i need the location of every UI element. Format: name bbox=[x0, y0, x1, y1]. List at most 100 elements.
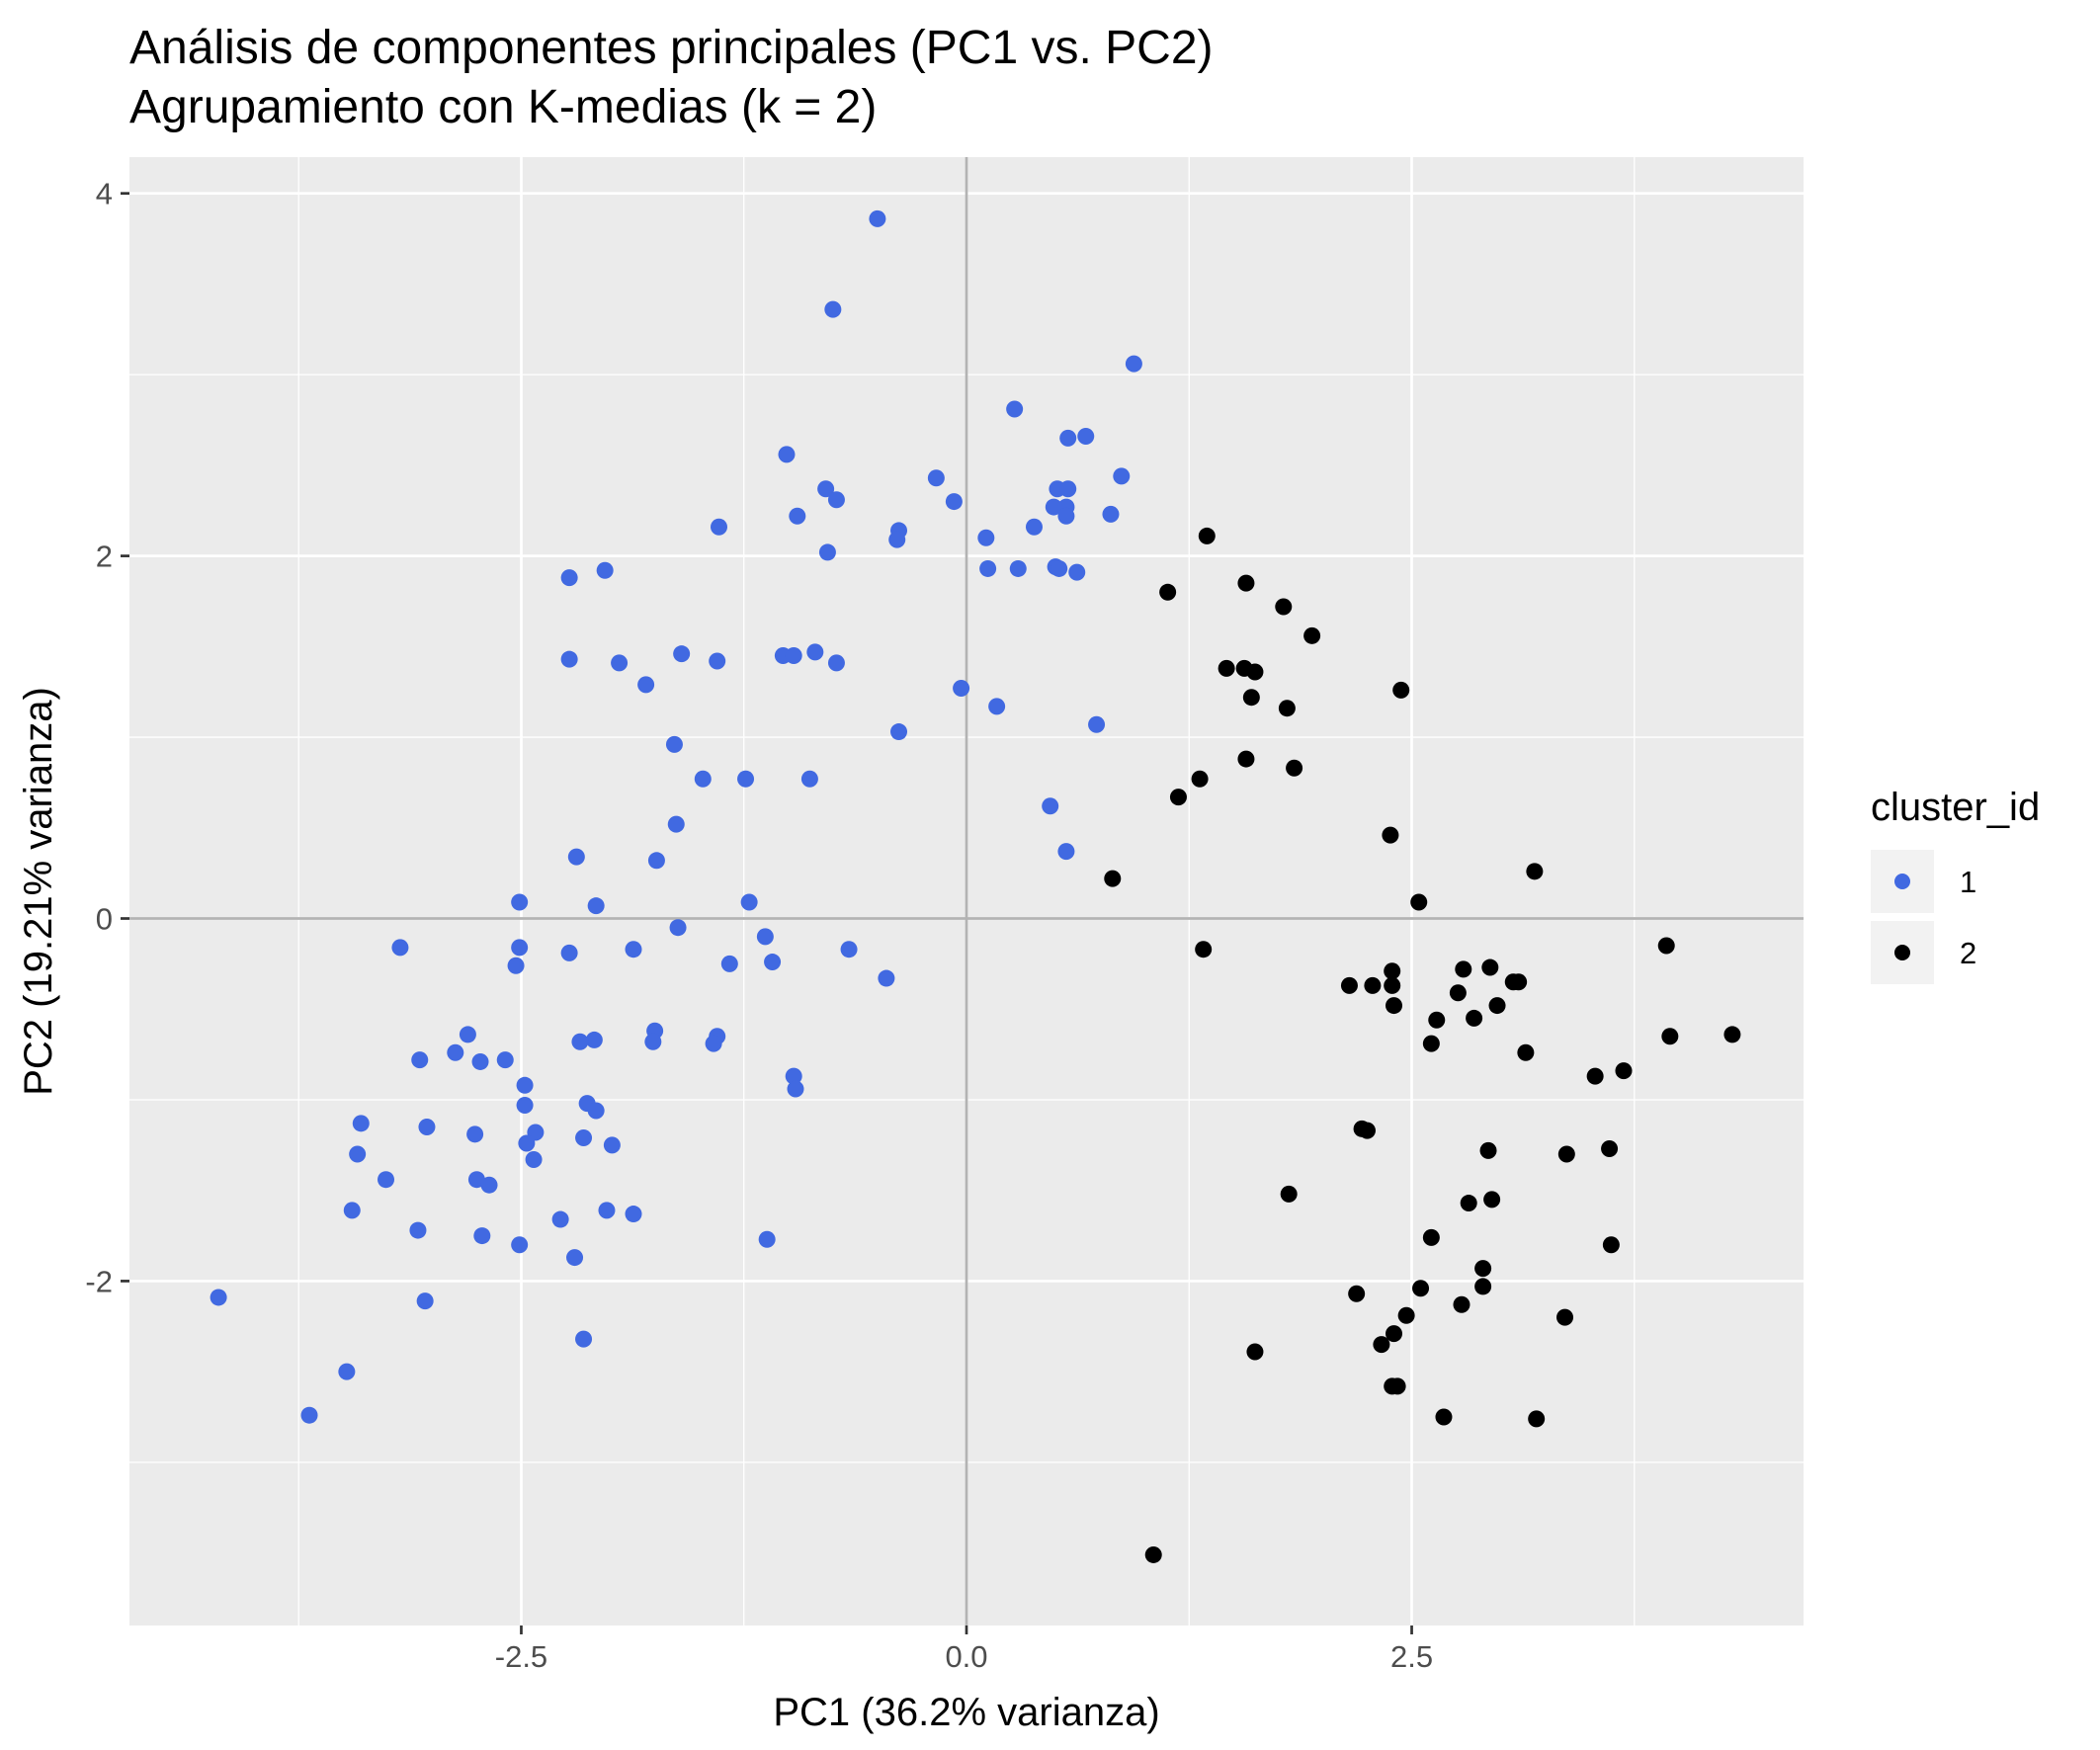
cluster-1-point bbox=[711, 518, 728, 536]
cluster-2-point bbox=[1556, 1308, 1574, 1326]
cluster-2-point bbox=[1466, 1009, 1483, 1027]
cluster-1-point bbox=[778, 446, 796, 463]
cluster-1-point bbox=[507, 957, 525, 974]
cluster-2-point bbox=[1382, 826, 1399, 844]
cluster-2-point bbox=[1246, 1343, 1264, 1361]
cluster-1-point bbox=[644, 1033, 662, 1050]
cluster-1-point bbox=[511, 893, 529, 911]
cluster-2-point bbox=[1460, 1195, 1477, 1212]
cluster-1-point bbox=[785, 647, 802, 665]
cluster-2-point bbox=[1278, 700, 1296, 717]
cluster-1-point bbox=[551, 1210, 569, 1228]
legend-label-1: 1 bbox=[1960, 865, 1976, 899]
cluster-1-point bbox=[740, 893, 758, 911]
cluster-1-point bbox=[824, 300, 842, 318]
cluster-2-point bbox=[1144, 1545, 1162, 1563]
cluster-1-point bbox=[705, 1035, 722, 1052]
cluster-1-point bbox=[587, 1102, 605, 1120]
cluster-1-point bbox=[587, 897, 605, 915]
cluster-2-point bbox=[1449, 984, 1467, 1002]
chart-title: Análisis de componentes principales (PC1… bbox=[129, 22, 1214, 74]
cluster-1-point bbox=[349, 1145, 367, 1163]
y-tick-label: 0 bbox=[96, 902, 113, 937]
cluster-1-point bbox=[575, 1330, 593, 1348]
cluster-2-point bbox=[1237, 750, 1255, 768]
cluster-1-point bbox=[625, 941, 642, 958]
legend-title: cluster_id bbox=[1871, 786, 2040, 829]
cluster-1-point bbox=[789, 507, 806, 525]
cluster-1-point bbox=[818, 543, 836, 561]
cluster-1-point bbox=[787, 1080, 804, 1098]
cluster-2-point bbox=[1364, 976, 1382, 994]
cluster-1-point bbox=[756, 928, 774, 946]
cluster-1-point bbox=[840, 941, 858, 958]
cluster-2-point bbox=[1601, 1140, 1619, 1158]
legend-marker-2 bbox=[1894, 945, 1910, 960]
cluster-1-point bbox=[1077, 428, 1095, 446]
cluster-1-point bbox=[560, 569, 578, 587]
cluster-1-point bbox=[447, 1043, 464, 1061]
cluster-1-point bbox=[518, 1134, 536, 1152]
cluster-2-point bbox=[1386, 1325, 1403, 1343]
cluster-2-point bbox=[1435, 1408, 1453, 1426]
cluster-2-point bbox=[1373, 1336, 1390, 1354]
cluster-1-point bbox=[800, 770, 818, 788]
cluster-1-point bbox=[785, 1067, 802, 1085]
cluster-1-point bbox=[575, 1129, 593, 1147]
cluster-1-point bbox=[647, 852, 665, 870]
y-tick-label: -2 bbox=[85, 1264, 113, 1298]
cluster-1-point bbox=[1059, 480, 1077, 498]
cluster-1-point bbox=[459, 1026, 476, 1043]
cluster-1-point bbox=[737, 770, 755, 788]
cluster-1-point bbox=[1088, 715, 1106, 733]
cluster-2-point bbox=[1348, 1285, 1366, 1302]
cluster-1-point bbox=[1025, 518, 1043, 536]
legend-marker-1 bbox=[1894, 874, 1910, 889]
cluster-2-point bbox=[1453, 1295, 1470, 1313]
cluster-1-point bbox=[343, 1202, 361, 1219]
cluster-1-point bbox=[300, 1406, 318, 1424]
cluster-1-point bbox=[758, 1230, 776, 1248]
cluster-1-point bbox=[1125, 355, 1142, 373]
cluster-1-point bbox=[1042, 797, 1059, 815]
cluster-2-point bbox=[1397, 1306, 1415, 1324]
cluster-1-point bbox=[598, 1202, 616, 1219]
cluster-2-point bbox=[1104, 870, 1122, 887]
cluster-1-point bbox=[471, 1052, 489, 1070]
cluster-1-point bbox=[560, 944, 578, 961]
y-tick-label: 2 bbox=[96, 540, 113, 574]
cluster-2-point bbox=[1412, 1280, 1430, 1297]
cluster-1-point bbox=[869, 209, 886, 227]
cluster-1-point bbox=[827, 491, 845, 509]
cluster-1-point bbox=[352, 1115, 370, 1132]
cluster-1-point bbox=[827, 654, 845, 672]
cluster-2-point bbox=[1661, 1028, 1679, 1045]
cluster-2-point bbox=[1275, 598, 1293, 616]
cluster-1-point bbox=[669, 919, 687, 937]
cluster-1-point bbox=[1059, 429, 1077, 447]
cluster-1-point bbox=[1057, 843, 1075, 861]
cluster-2-point bbox=[1246, 663, 1264, 681]
x-axis: -2.5 0.0 2.5 bbox=[495, 1625, 1433, 1674]
cluster-1-point bbox=[210, 1289, 227, 1306]
cluster-1-point bbox=[416, 1292, 434, 1310]
cluster-1-point bbox=[979, 559, 997, 577]
cluster-2-point bbox=[1602, 1236, 1620, 1254]
cluster-1-point bbox=[338, 1363, 356, 1380]
cluster-2-point bbox=[1483, 1191, 1501, 1208]
cluster-2-point bbox=[1286, 759, 1303, 777]
cluster-1-point bbox=[496, 1051, 514, 1069]
cluster-2-point bbox=[1474, 1260, 1492, 1278]
y-tick-label: 4 bbox=[96, 177, 113, 211]
cluster-1-point bbox=[665, 735, 683, 753]
x-tick-label: -2.5 bbox=[495, 1639, 547, 1674]
cluster-2-point bbox=[1237, 574, 1255, 592]
cluster-2-point bbox=[1303, 626, 1321, 644]
cluster-1-point bbox=[1102, 505, 1120, 523]
legend-label-2: 2 bbox=[1960, 936, 1976, 970]
cluster-2-point bbox=[1488, 997, 1506, 1015]
cluster-1-point bbox=[817, 480, 835, 498]
cluster-2-point bbox=[1474, 1278, 1492, 1295]
cluster-1-point bbox=[511, 939, 529, 957]
cluster-2-point bbox=[1481, 958, 1499, 976]
